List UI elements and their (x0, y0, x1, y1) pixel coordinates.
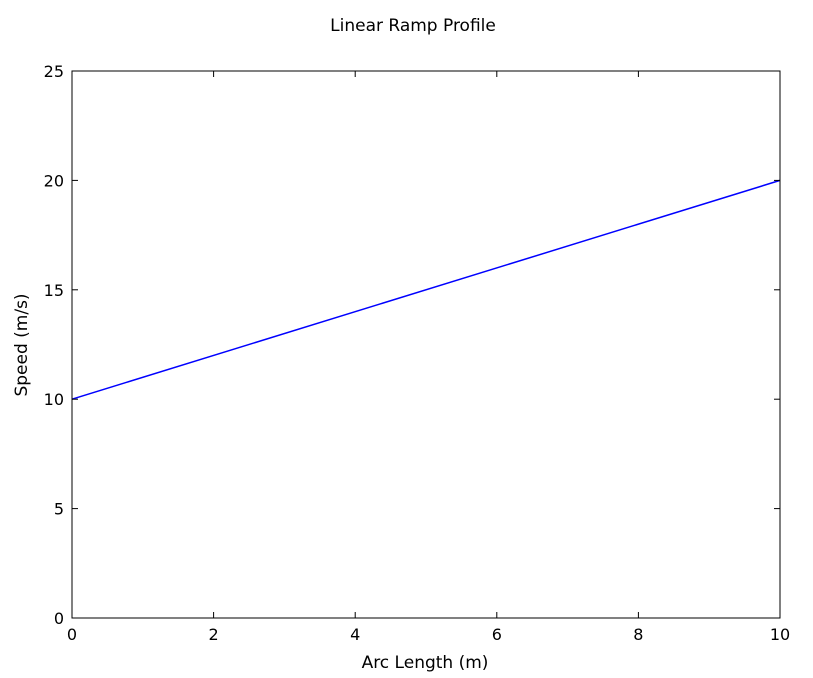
x-tick-label: 6 (492, 625, 502, 644)
x-tick-label: 4 (350, 625, 360, 644)
y-axis-label: Speed (m/s) (12, 293, 32, 396)
x-axis-label: Arc Length (m) (362, 653, 489, 673)
plot-area: 0 2 4 6 8 10 0 5 10 15 20 25 (44, 62, 791, 644)
y-tick-label: 20 (44, 171, 64, 190)
chart-title: Linear Ramp Profile (330, 16, 496, 36)
y-tick-label: 5 (54, 500, 64, 519)
x-tick-label: 2 (209, 625, 219, 644)
series-line-0 (71, 179, 781, 400)
x-tick-label: 0 (67, 625, 77, 644)
y-tick-label: 15 (44, 281, 64, 300)
y-tick-label: 0 (54, 609, 64, 628)
x-tick-label: 10 (770, 625, 790, 644)
y-tick-label: 25 (44, 62, 64, 81)
x-tick-label: 8 (633, 625, 643, 644)
y-tick-label: 10 (44, 390, 64, 409)
plot-frame (71, 70, 781, 619)
